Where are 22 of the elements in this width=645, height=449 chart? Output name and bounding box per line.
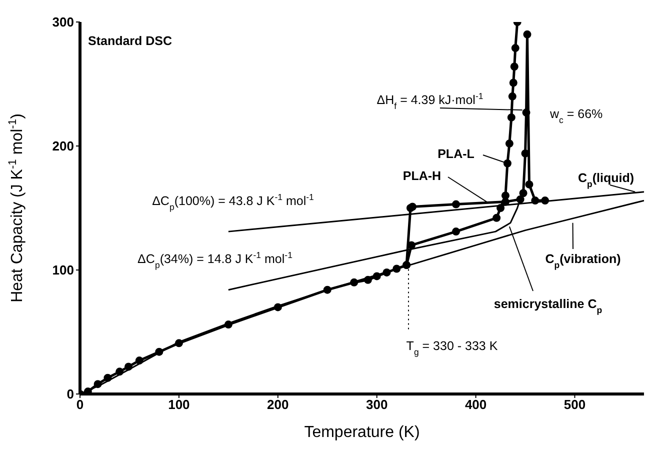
x-tick-label: 400 [464, 397, 487, 412]
annotation: T$_{g}$ = 330 - 333 K [406, 339, 498, 357]
y-tick-label: 300 [52, 14, 74, 30]
x-axis-title: Temperature (K) [304, 424, 420, 441]
annotation: ΔH$_{f}$ = 4.39 kJ·mol$^{-1}$ [376, 91, 484, 111]
x-tick-label: 300 [366, 397, 388, 412]
annotation: semicrystalline C$_{p}$ [494, 297, 602, 315]
annotation: ΔC$_{p}$(100%) = 43.8 J K$^{-1}$ mol$^{-1}$ [152, 192, 314, 212]
annotation: C$_{p}$(vibration) [545, 252, 621, 270]
annotation: PLA-L [438, 147, 475, 161]
y-tick-label: 200 [52, 138, 74, 154]
x-tick-label: 100 [168, 397, 190, 412]
x-tick-label: 200 [267, 397, 289, 412]
annotation: ΔC$_{p}$(34%) = 14.8 J K$^{-1}$ mol$^{-1}$ [138, 250, 293, 270]
y-tick-label: 100 [52, 262, 74, 278]
x-tick-label: 0 [76, 397, 84, 412]
annotation: w$_{c}$ = 66% [549, 107, 603, 125]
y-tick-label: 0 [66, 386, 74, 402]
annotation: Standard DSC [88, 34, 172, 48]
x-tick-label: 500 [564, 397, 586, 412]
annotation: PLA-H [402, 169, 442, 183]
annotation: C$_{p}$(liquid) [578, 171, 634, 189]
